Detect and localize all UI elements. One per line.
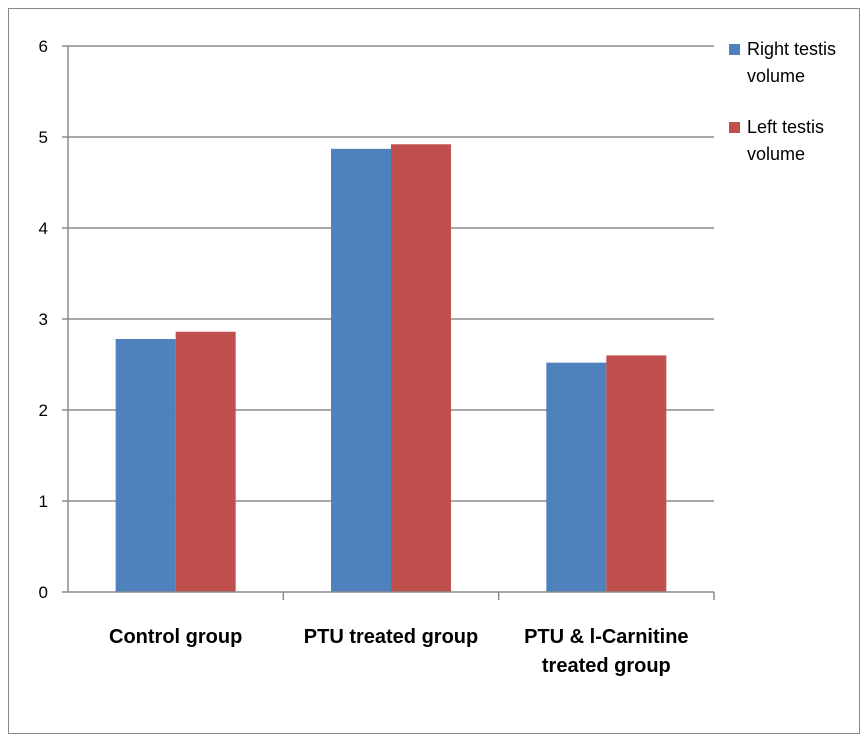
category-label: PTU treated group	[304, 626, 478, 648]
legend-label: volume	[747, 66, 805, 86]
category-label: PTU & l-Carnitine	[524, 626, 688, 648]
legend-label: volume	[747, 144, 805, 164]
category-label: Control group	[109, 626, 242, 648]
bar-right-testis-volume-1	[115, 339, 176, 592]
bar-right-testis-volume-2	[331, 148, 391, 592]
axes: 0 1 2 3 4 5 6 Control group PTU treated group PTU…	[39, 37, 715, 677]
category-label: treated group	[542, 655, 671, 677]
bar-left-testis-volume-2	[391, 144, 451, 592]
y-tick-label: 0	[39, 583, 48, 602]
legend-swatch	[729, 44, 740, 55]
bar-right-testis-volume-3	[546, 362, 607, 592]
legend-swatch	[729, 122, 740, 133]
bar-left-testis-volume-1	[175, 331, 236, 592]
y-tick-label: 6	[39, 37, 48, 56]
y-tick-label: 5	[39, 128, 48, 147]
y-tick-label: 4	[39, 219, 48, 238]
legend-label: Left testis	[747, 117, 824, 137]
bar-left-testis-volume-3	[606, 355, 667, 592]
y-tick-label: 3	[39, 310, 48, 329]
y-tick-label: 1	[39, 492, 48, 511]
legend: Right testis volume Left testis volume	[729, 39, 836, 164]
bars	[115, 144, 667, 592]
legend-label: Right testis	[747, 39, 836, 59]
y-tick-label: 2	[39, 401, 48, 420]
